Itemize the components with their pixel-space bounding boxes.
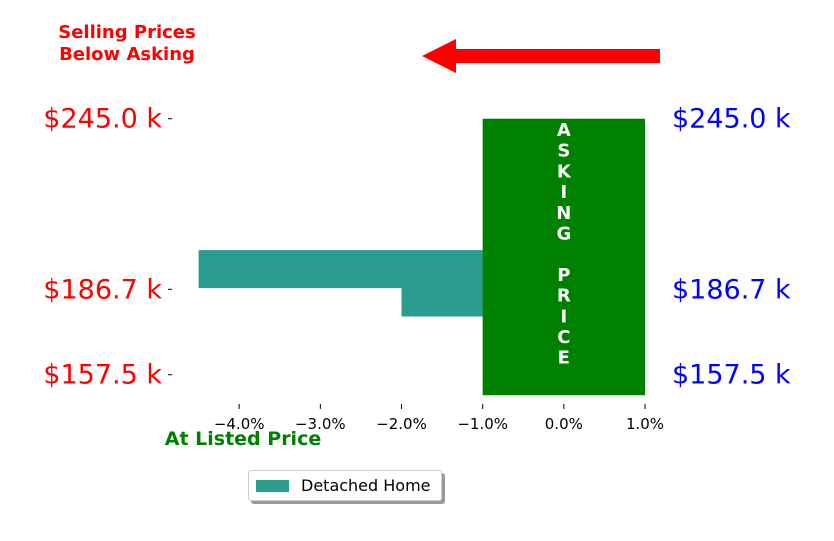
y-axis-left: $157.5 k $186.7 k $245.0 k xyxy=(43,104,172,391)
y-tick-label-right-0: $157.5 k xyxy=(672,360,791,391)
legend: Detached Home xyxy=(248,470,442,501)
asking-letter-9: I xyxy=(560,306,567,327)
x-tick-label-0: −4.0% xyxy=(214,415,265,433)
left-arrow-icon xyxy=(422,39,660,73)
x-tick-label-2: −2.0% xyxy=(376,415,427,433)
x-tick-label-4: 0.0% xyxy=(545,415,583,433)
y-tick-label-right-2: $245.0 k xyxy=(672,104,791,135)
asking-letter-10: C xyxy=(557,327,570,348)
asking-letter-11: E xyxy=(558,348,570,369)
asking-letter-4: N xyxy=(556,203,571,224)
asking-letter-1: S xyxy=(557,141,570,162)
x-tick-label-3: −1.0% xyxy=(457,415,508,433)
asking-price-band xyxy=(482,118,645,396)
below-asking-line-2: Below Asking xyxy=(59,44,195,65)
asking-letter-3: I xyxy=(560,182,567,203)
y-tick-label-right-1: $186.7 k xyxy=(672,274,791,305)
legend-swatch-detached-home xyxy=(256,480,289,492)
asking-letter-0: A xyxy=(557,120,571,141)
y-axis-right: $157.5 k $186.7 k $245.0 k xyxy=(672,104,791,391)
x-tick-label-5: 1.0% xyxy=(626,415,664,433)
x-axis: −4.0% −3.0% −2.0% −1.0% 0.0% 1.0% xyxy=(214,404,664,433)
legend-label-detached-home: Detached Home xyxy=(301,476,431,495)
x-tick-label-1: −3.0% xyxy=(295,415,346,433)
below-asking-line-1: Selling Prices xyxy=(58,22,195,43)
asking-letter-7: P xyxy=(557,265,570,286)
y-tick-label-left-2: $245.0 k xyxy=(43,104,162,135)
at-listed-price-label: At Listed Price xyxy=(165,428,321,450)
y-tick-label-left-1: $186.7 k xyxy=(43,274,162,305)
y-tick-label-left-0: $157.5 k xyxy=(43,360,162,391)
asking-letter-5: G xyxy=(556,224,571,245)
asking-letter-8: R xyxy=(557,286,571,307)
asking-letter-2: K xyxy=(557,161,572,182)
